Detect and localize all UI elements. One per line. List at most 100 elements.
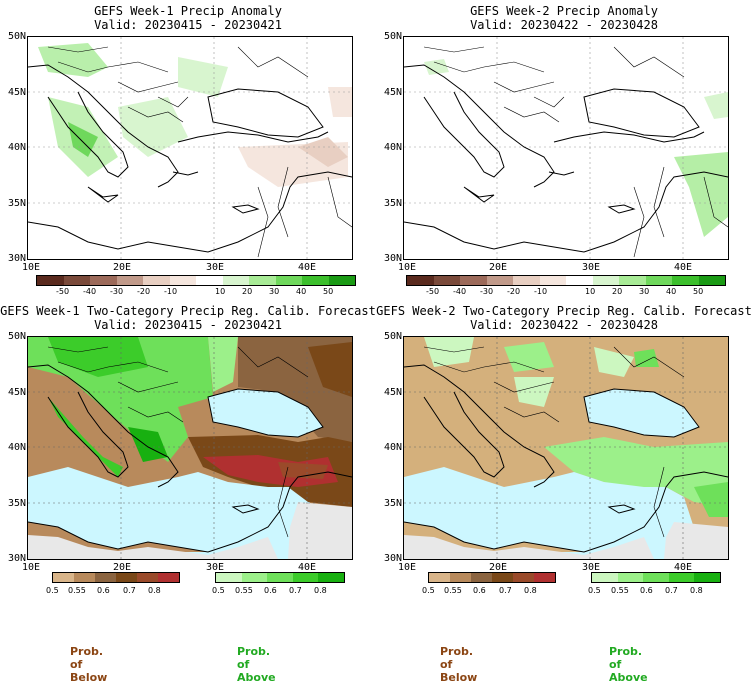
colorbar-swatch	[137, 573, 158, 582]
colorbar-label: 0.7	[665, 586, 678, 595]
probability-map-week1	[27, 336, 353, 560]
lat-label: 40N	[7, 442, 26, 453]
lon-label: 30E	[206, 562, 225, 573]
lon-label: 20E	[113, 562, 132, 573]
colorbar-swatch	[534, 573, 555, 582]
prob-above-colorbar	[215, 572, 345, 583]
colorbar-swatch	[460, 276, 487, 285]
lat-label: 40N	[7, 142, 26, 153]
colorbar-label: 0.55	[68, 586, 86, 595]
colorbar-swatch	[643, 573, 669, 582]
colorbar-label: 0.5	[212, 586, 225, 595]
colorbar-label: 0.6	[640, 586, 653, 595]
prob-below-colorbar	[52, 572, 180, 583]
panel-title: GEFS Week-2 Precip Anomaly	[470, 4, 658, 18]
colorbar-swatch	[116, 276, 143, 285]
lat-label: 35N	[383, 198, 402, 209]
colorbar-label: 0.7	[499, 586, 512, 595]
colorbar-swatch	[668, 573, 695, 582]
anomaly-colorbar	[36, 275, 356, 286]
colorbar-label: 0.6	[264, 586, 277, 595]
lat-label: 30N	[383, 553, 402, 564]
prob-below-caption: Prob. of Below	[70, 645, 108, 684]
colorbar-label: 0.5	[588, 586, 601, 595]
lon-label: 20E	[489, 562, 508, 573]
colorbar-swatch	[592, 573, 618, 582]
colorbar-label: -30	[110, 287, 124, 296]
colorbar-label: 0.55	[611, 586, 629, 595]
colorbar-label: -30	[480, 287, 494, 296]
colorbar-label: 0.8	[690, 586, 703, 595]
colorbar-swatch	[318, 573, 344, 582]
colorbar-label: -20	[507, 287, 521, 296]
colorbar-swatch	[429, 573, 450, 582]
colorbar-label: 40	[296, 287, 307, 296]
colorbar-label: 50	[693, 287, 704, 296]
colorbar-label: 0.8	[148, 586, 161, 595]
colorbar-swatch	[566, 276, 593, 285]
lon-label: 20E	[489, 262, 508, 273]
colorbar-label: 0.6	[97, 586, 110, 595]
colorbar-swatch	[407, 276, 434, 285]
anomaly-map-week2	[403, 36, 729, 260]
colorbar-swatch	[63, 276, 90, 285]
colorbar-label: -50	[426, 287, 440, 296]
colorbar-label: 20	[242, 287, 253, 296]
colorbar-swatch	[222, 276, 249, 285]
colorbar-label: 40	[666, 287, 677, 296]
prob-above-caption: Prob. of Above	[237, 645, 276, 684]
colorbar-label: 0.6	[473, 586, 486, 595]
colorbar-label: 30	[269, 287, 280, 296]
colorbar-label: 0.55	[235, 586, 253, 595]
lon-label: 10E	[398, 262, 417, 273]
colorbar-label: 0.7	[289, 586, 302, 595]
lon-label: 10E	[22, 262, 41, 273]
colorbar-swatch	[216, 573, 242, 582]
colorbar-swatch	[116, 573, 137, 582]
colorbar-swatch	[302, 276, 329, 285]
colorbar-label: 20	[612, 287, 623, 296]
prob-above-caption: Prob. of Above	[609, 645, 648, 684]
lat-label: 40N	[383, 142, 402, 153]
lon-label: 40E	[674, 562, 693, 573]
colorbar-label: -10	[164, 287, 178, 296]
anomaly-colorbar	[406, 275, 726, 286]
lat-label: 50N	[383, 331, 402, 342]
lon-label: 20E	[113, 262, 132, 273]
colorbar-swatch	[592, 276, 619, 285]
lat-label: 30N	[7, 253, 26, 264]
panel-title: GEFS Week-2 Two-Category Precip Reg. Cal…	[376, 304, 752, 318]
lat-label: 35N	[7, 198, 26, 209]
colorbar-swatch	[267, 573, 293, 582]
anomaly-map-week1	[27, 36, 353, 260]
colorbar-label: 0.8	[314, 586, 327, 595]
colorbar-swatch	[450, 573, 471, 582]
lat-label: 45N	[383, 87, 402, 98]
colorbar-swatch	[90, 276, 117, 285]
colorbar-label: 10	[585, 287, 596, 296]
colorbar-label: 0.7	[123, 586, 136, 595]
lon-label: 30E	[582, 262, 601, 273]
colorbar-swatch	[486, 276, 513, 285]
lon-label: 30E	[582, 562, 601, 573]
colorbar-swatch	[619, 276, 646, 285]
colorbar-label: 0.55	[444, 586, 462, 595]
colorbar-swatch	[95, 573, 116, 582]
lat-label: 50N	[383, 31, 402, 42]
colorbar-label: 50	[323, 287, 334, 296]
lon-label: 30E	[206, 262, 225, 273]
prob-above-colorbar	[591, 572, 721, 583]
colorbar-swatch	[471, 573, 492, 582]
colorbar-swatch	[328, 276, 355, 285]
colorbar-swatch	[513, 573, 534, 582]
colorbar-label: -20	[137, 287, 151, 296]
colorbar-swatch	[292, 573, 319, 582]
colorbar-swatch	[169, 276, 196, 285]
colorbar-swatch	[433, 276, 460, 285]
colorbar-label: 10	[215, 287, 226, 296]
lon-label: 10E	[22, 562, 41, 573]
colorbar-swatch	[492, 573, 513, 582]
colorbar-swatch	[74, 573, 95, 582]
lat-label: 30N	[383, 253, 402, 264]
lat-label: 50N	[7, 331, 26, 342]
